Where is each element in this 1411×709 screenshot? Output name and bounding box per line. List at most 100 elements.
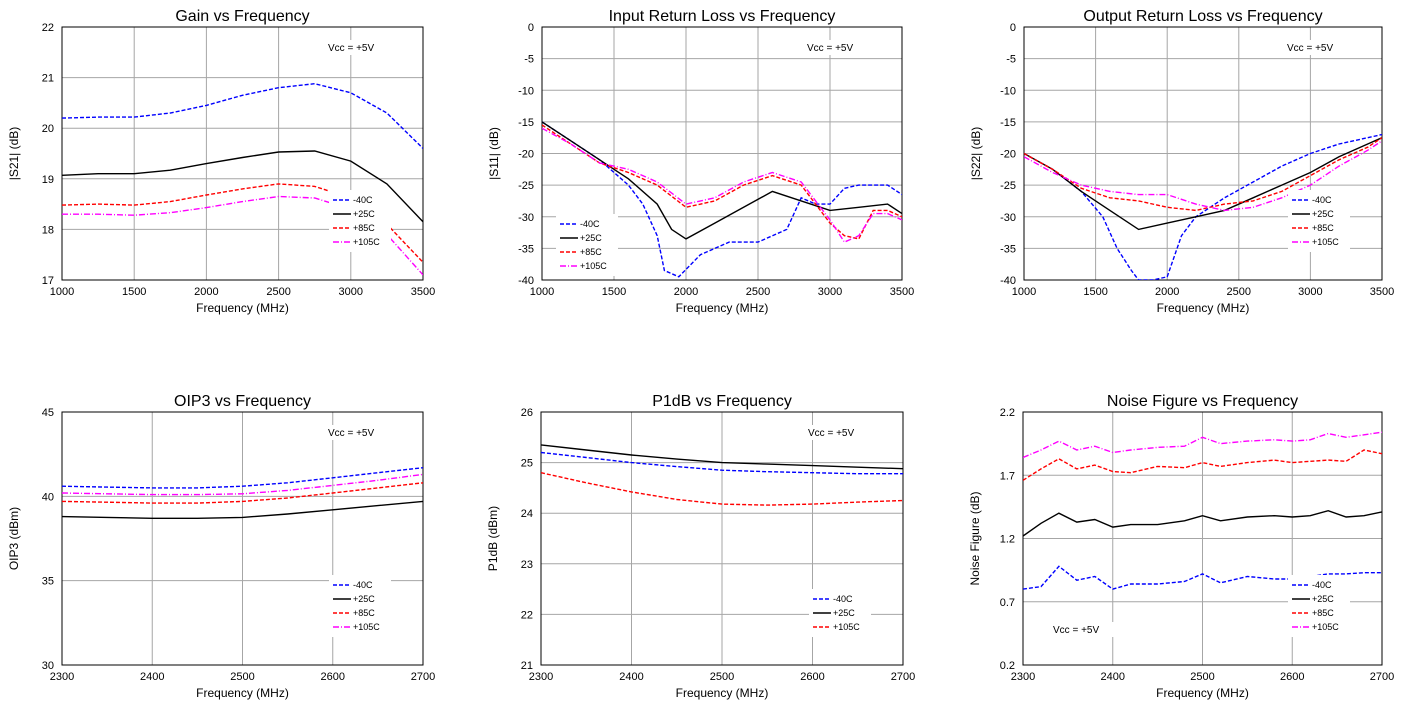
x-tick-label: 3500 — [411, 286, 435, 298]
y-tick-label: 23 — [521, 559, 533, 571]
x-tick-label: 2700 — [1370, 671, 1394, 683]
chart-1: 1000 1500 2000 2500 3000 3500 -40 -35 -30 -25 -20 -… — [487, 8, 914, 315]
annotation-bg — [1049, 622, 1119, 637]
y-axis-label: |S21| (dB) — [7, 127, 21, 181]
legend-label-3: +105C — [1312, 237, 1339, 247]
annotation-text: Vcc = +5V — [808, 428, 854, 439]
y-tick-label: 0.2 — [1000, 660, 1015, 672]
y-tick-label: 19 — [42, 174, 54, 186]
chart-title: P1dB vs Frequency — [652, 393, 792, 410]
y-tick-label: 0 — [1010, 22, 1016, 34]
legend-label-1: +25C — [353, 209, 375, 219]
annotation-bg — [803, 40, 873, 55]
x-tick-label: 2000 — [1155, 286, 1179, 298]
x-tick-label: 2500 — [746, 286, 770, 298]
y-tick-label: -15 — [1000, 117, 1016, 129]
x-tick-label: 2700 — [411, 671, 435, 683]
x-tick-label: 3000 — [818, 286, 842, 298]
legend-label-2: +85C — [353, 608, 375, 618]
x-axis-label: Frequency (MHz) — [196, 301, 289, 315]
legend-label-3: +105C — [1312, 622, 1339, 632]
x-tick-label: 1500 — [122, 286, 146, 298]
x-tick-label: 2500 — [266, 286, 290, 298]
x-tick-label: 2300 — [1011, 671, 1035, 683]
series-line-3 — [542, 127, 902, 243]
y-tick-label: 45 — [42, 407, 54, 419]
x-tick-label: 2400 — [619, 671, 643, 683]
x-tick-label: 2400 — [140, 671, 164, 683]
legend-label-2: +85C — [1312, 223, 1334, 233]
y-tick-label: 24 — [521, 508, 533, 520]
legend-label-2: +85C — [1312, 608, 1334, 618]
plot-border — [540, 411, 904, 666]
y-tick-label: -5 — [524, 54, 534, 66]
x-tick-label: 2000 — [674, 286, 698, 298]
y-tick-label: 35 — [42, 576, 54, 588]
x-axis-label: Frequency (MHz) — [1157, 301, 1250, 315]
y-axis-label: |S11| (dB) — [487, 127, 501, 180]
series-line-0 — [541, 451, 903, 475]
y-tick-label: 21 — [521, 660, 533, 672]
x-tick-label: 2500 — [230, 671, 254, 683]
y-tick-label: 20 — [42, 123, 54, 135]
legend-label-2: +105C — [833, 622, 860, 632]
y-tick-label: 40 — [42, 491, 54, 503]
legend-label-2: +85C — [353, 223, 375, 233]
y-tick-label: 2.2 — [1000, 407, 1015, 419]
series-line-0 — [62, 82, 423, 149]
chart-title: Noise Figure vs Frequency — [1107, 393, 1298, 410]
x-tick-label: 2000 — [194, 286, 218, 298]
y-tick-label: -30 — [1000, 212, 1016, 224]
legend-label-1: +25C — [833, 608, 855, 618]
x-tick-label: 3000 — [1298, 286, 1322, 298]
chart-3: 2300 2400 2500 2600 2700 30 35 40 45 OIP3 vs Freq… — [7, 393, 435, 700]
x-tick-label: 1500 — [1083, 286, 1107, 298]
chart-title: OIP3 vs Frequency — [174, 393, 311, 410]
legend-label-0: -40C — [353, 580, 373, 590]
plot-border — [1022, 411, 1383, 666]
legend-label-3: +105C — [580, 261, 607, 271]
chart-4: 2300 2400 2500 2600 2700 21 22 23 24 25 26 P1dB vs … — [486, 393, 915, 700]
chart-title: Input Return Loss vs Frequency — [609, 8, 836, 25]
y-tick-label: -35 — [518, 243, 534, 255]
x-axis-label: Frequency (MHz) — [676, 686, 769, 700]
y-axis-label: P1dB (dBm) — [486, 506, 500, 571]
legend-label-1: +25C — [1312, 594, 1334, 604]
y-tick-label: 18 — [42, 224, 54, 236]
series-line-1 — [62, 150, 423, 223]
series-line-2 — [541, 472, 903, 506]
annotation-text: Vcc = +5V — [1287, 43, 1333, 54]
legend-label-0: -40C — [580, 219, 600, 229]
y-axis-label: OIP3 (dBm) — [7, 507, 21, 570]
annotation-text: Vcc = +5V — [1053, 625, 1099, 636]
x-tick-label: 2700 — [891, 671, 915, 683]
legend-label-1: +25C — [353, 594, 375, 604]
annotation-bg — [324, 425, 394, 440]
annotation-bg — [804, 425, 874, 440]
series-line-2 — [62, 482, 423, 504]
legend-label-3: +105C — [353, 237, 380, 247]
plot-border — [61, 411, 424, 666]
y-tick-label: 26 — [521, 407, 533, 419]
y-tick-label: 0.7 — [1000, 597, 1015, 609]
y-tick-label: -25 — [1000, 180, 1016, 192]
x-tick-label: 2500 — [1190, 671, 1214, 683]
legend-label-0: -40C — [1312, 580, 1332, 590]
x-tick-label: 1500 — [602, 286, 626, 298]
y-tick-label: -25 — [518, 180, 534, 192]
y-tick-label: 0 — [528, 22, 534, 34]
series-line-3 — [62, 473, 423, 496]
y-tick-label: -10 — [518, 85, 534, 97]
plot-border — [61, 26, 424, 281]
plot-border — [541, 26, 903, 281]
x-tick-label: 1000 — [1012, 286, 1036, 298]
series-line-3 — [62, 195, 423, 276]
x-tick-label: 2600 — [800, 671, 824, 683]
x-axis-label: Frequency (MHz) — [676, 301, 769, 315]
y-tick-label: -10 — [1000, 85, 1016, 97]
chart-title: Gain vs Frequency — [175, 8, 309, 25]
legend-label-0: -40C — [1312, 195, 1332, 205]
series-line-1 — [541, 444, 903, 470]
